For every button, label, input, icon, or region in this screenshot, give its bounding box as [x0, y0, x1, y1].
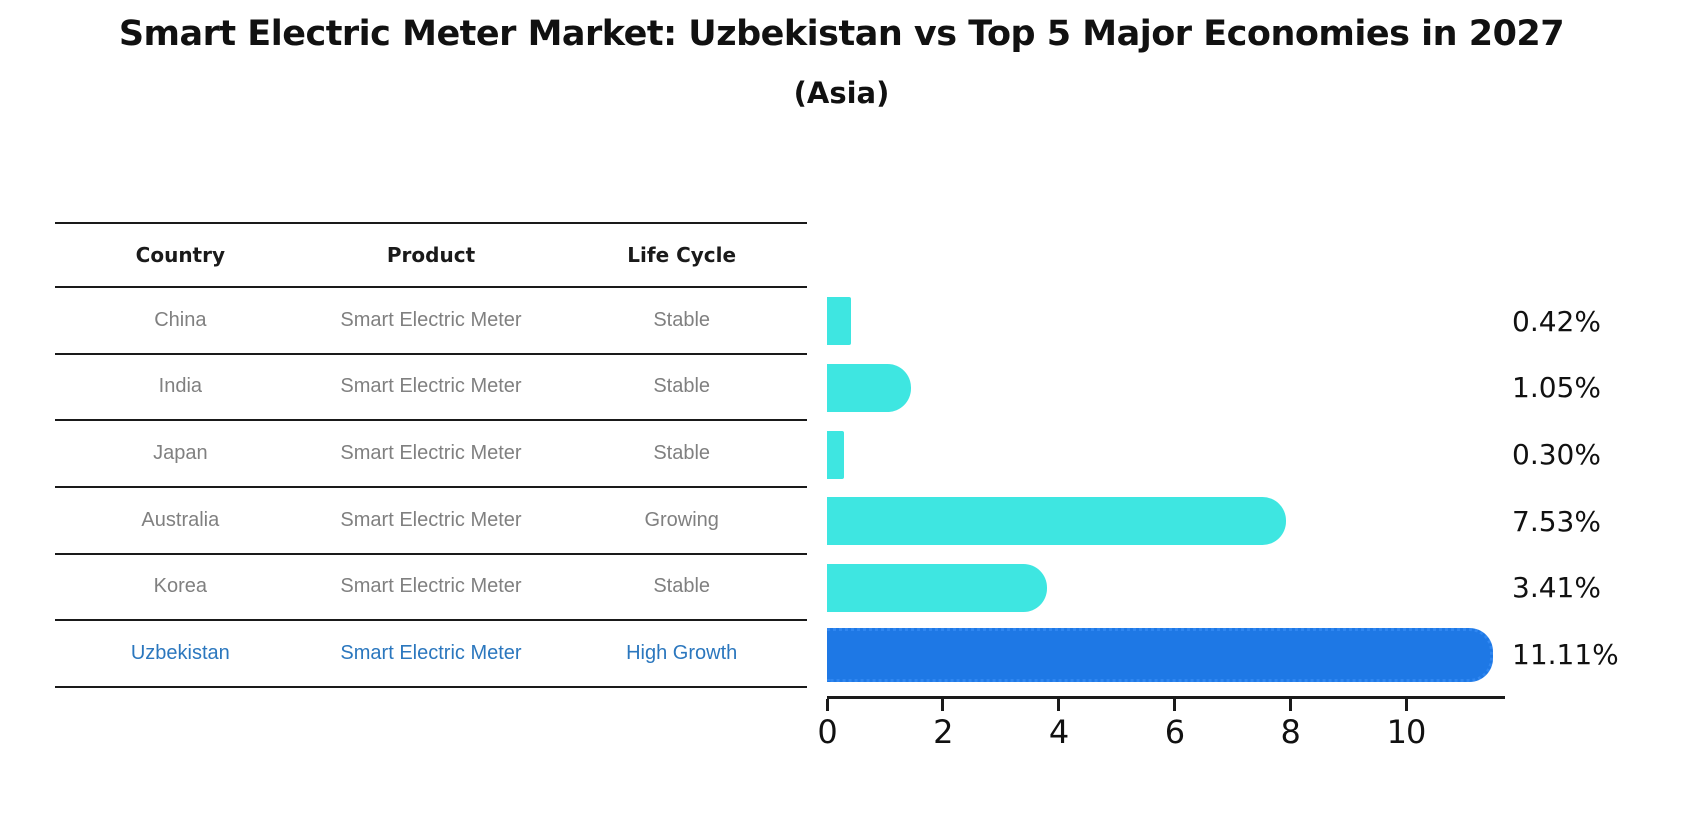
cell-country: India: [158, 375, 203, 398]
table-row: Australia Smart Electric Meter Growing: [55, 488, 807, 555]
cell-product: Smart Electric Meter: [340, 375, 522, 398]
cell-life-cycle: Growing: [644, 508, 719, 531]
x-tick-label: 10: [1386, 713, 1427, 751]
bar-row: [827, 288, 1507, 355]
bar-japan: [827, 430, 845, 479]
header-product: Product: [386, 243, 476, 267]
cell-country: Uzbekistan: [130, 642, 230, 665]
table-row: Japan Smart Electric Meter Stable: [55, 421, 807, 488]
x-tick: [1288, 699, 1292, 711]
table-row: China Smart Electric Meter Stable: [55, 288, 807, 355]
cell-product: Smart Electric Meter: [340, 642, 522, 665]
x-tick-label: 8: [1280, 713, 1301, 751]
value-label: 7.53%: [1512, 504, 1601, 538]
cell-country: Japan: [153, 442, 208, 465]
bar-row: [827, 421, 1507, 488]
cell-life-cycle: Stable: [653, 308, 711, 331]
bar-korea: [827, 563, 1048, 612]
value-label: 3.41%: [1512, 571, 1601, 605]
table-row: Uzbekistan Smart Electric Meter High Gro…: [55, 621, 807, 688]
bar-india: [827, 363, 911, 412]
table-row: Korea Smart Electric Meter Stable: [55, 555, 807, 622]
chart-subtitle: (Asia): [793, 76, 890, 110]
header-country: Country: [135, 243, 226, 267]
x-tick-label: 4: [1048, 713, 1069, 751]
x-tick: [941, 699, 945, 711]
bar-row: [827, 355, 1507, 422]
country-table-body: China Smart Electric Meter Stable India …: [55, 288, 807, 688]
x-tick-label: 0: [817, 713, 837, 751]
x-tick-label: 2: [933, 713, 953, 751]
country-table: Country Product Life Cycle China Smart E…: [55, 222, 807, 688]
cell-life-cycle: Stable: [653, 575, 711, 598]
value-label: 1.05%: [1512, 371, 1601, 405]
cell-life-cycle: Stable: [653, 442, 711, 465]
cell-country: Australia: [141, 508, 220, 531]
cell-product: Smart Electric Meter: [340, 508, 522, 531]
x-axis: 0 2 4 6 8 10: [817, 696, 1505, 756]
value-labels: 0.42% 1.05% 0.30% 7.53% 3.41% 11.11%: [1512, 288, 1619, 688]
x-tick-label: 6: [1164, 713, 1185, 751]
x-tick: [825, 699, 829, 711]
x-tick: [1057, 699, 1061, 711]
x-tick: [1172, 699, 1176, 711]
cell-country: Korea: [153, 575, 208, 598]
value-label: 0.30%: [1512, 438, 1601, 472]
x-tick: [1404, 699, 1408, 711]
chart-title: Smart Electric Meter Market: Uzbekistan …: [118, 14, 1565, 54]
cell-product: Smart Electric Meter: [340, 308, 522, 331]
cell-life-cycle: Stable: [653, 375, 711, 398]
bar-australia: [827, 497, 1286, 546]
value-label: 11.11%: [1512, 638, 1619, 672]
cell-product: Smart Electric Meter: [340, 575, 522, 598]
table-header-row: Country Product Life Cycle: [55, 222, 807, 288]
bar-row: [827, 621, 1507, 688]
cell-life-cycle: High Growth: [626, 642, 738, 665]
bar-plot: [827, 288, 1507, 688]
cell-country: China: [154, 308, 207, 331]
bar-row: [827, 488, 1507, 555]
header-life-cycle: Life Cycle: [627, 243, 737, 267]
cell-product: Smart Electric Meter: [340, 442, 522, 465]
value-label: 0.42%: [1512, 304, 1601, 338]
table-row: India Smart Electric Meter Stable: [55, 355, 807, 422]
bar-china: [827, 297, 852, 346]
bar-row: [827, 555, 1507, 622]
bar-uzbekistan: [827, 627, 1494, 682]
